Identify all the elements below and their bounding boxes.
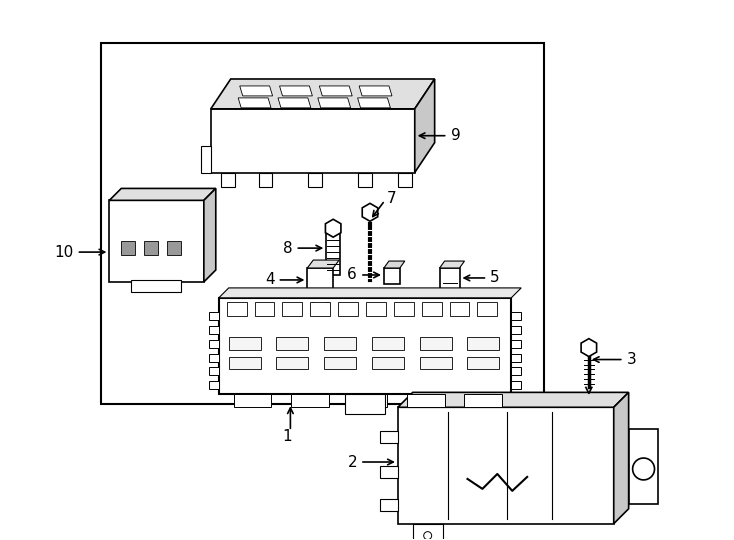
Polygon shape [219, 288, 521, 298]
Text: 4: 4 [265, 273, 275, 287]
Text: 9: 9 [451, 128, 460, 143]
Circle shape [424, 532, 432, 539]
Bar [208, 326, 219, 334]
Bar [512, 368, 521, 375]
Bar [338, 302, 358, 316]
Bar [324, 336, 356, 349]
Bar [349, 394, 387, 407]
Bar [358, 172, 372, 187]
Polygon shape [239, 98, 271, 108]
Bar [372, 356, 404, 369]
Polygon shape [384, 261, 405, 268]
Text: 1: 1 [283, 429, 292, 444]
Bar [380, 499, 398, 511]
Bar [221, 172, 235, 187]
Bar [326, 230, 340, 275]
Bar [380, 431, 398, 443]
Polygon shape [357, 98, 390, 108]
Polygon shape [581, 339, 597, 356]
Bar [440, 268, 459, 298]
Bar [227, 302, 247, 316]
Text: 3: 3 [627, 352, 636, 367]
Bar [628, 429, 658, 504]
Bar [366, 302, 386, 316]
Bar [258, 172, 272, 187]
Bar [144, 241, 158, 255]
Bar [512, 326, 521, 334]
Polygon shape [280, 86, 313, 96]
Polygon shape [614, 393, 628, 524]
Bar [283, 302, 302, 316]
Circle shape [633, 458, 655, 480]
Polygon shape [318, 98, 351, 108]
Bar [208, 368, 219, 375]
Bar [109, 200, 204, 282]
Bar [512, 340, 521, 348]
Bar [345, 394, 385, 414]
Bar [277, 356, 308, 369]
Bar [255, 302, 275, 316]
Bar [233, 394, 272, 407]
Bar [277, 336, 308, 349]
Bar [308, 172, 322, 187]
Bar [449, 302, 470, 316]
Polygon shape [398, 393, 628, 407]
Bar [398, 407, 614, 524]
Bar [394, 302, 414, 316]
Polygon shape [325, 219, 341, 237]
Bar [512, 354, 521, 361]
Text: 7: 7 [387, 191, 396, 206]
Text: 8: 8 [283, 241, 292, 255]
Text: 6: 6 [347, 267, 357, 282]
Polygon shape [204, 188, 216, 282]
Bar [324, 356, 356, 369]
Bar [167, 241, 181, 255]
Bar [384, 268, 400, 284]
Bar [465, 394, 502, 407]
Polygon shape [359, 86, 392, 96]
Bar [208, 312, 219, 320]
Bar [407, 394, 445, 407]
Bar [468, 336, 499, 349]
Bar [422, 302, 442, 316]
Bar [121, 241, 135, 255]
Polygon shape [201, 146, 211, 172]
Bar [101, 43, 544, 404]
Bar [512, 312, 521, 320]
Polygon shape [319, 86, 352, 96]
Polygon shape [240, 86, 272, 96]
Bar [308, 268, 333, 300]
Polygon shape [440, 261, 465, 268]
Polygon shape [109, 188, 216, 200]
Bar [208, 340, 219, 348]
Bar [420, 356, 451, 369]
Bar [468, 356, 499, 369]
Bar [291, 394, 329, 407]
Polygon shape [211, 109, 415, 172]
Polygon shape [211, 79, 435, 109]
Bar [131, 280, 181, 292]
Bar [229, 336, 261, 349]
Bar [229, 356, 261, 369]
Bar [208, 354, 219, 361]
Bar [420, 336, 451, 349]
Bar [219, 298, 512, 394]
Bar [372, 336, 404, 349]
Bar [310, 302, 330, 316]
Bar [477, 302, 498, 316]
Polygon shape [363, 204, 378, 221]
Text: 5: 5 [490, 271, 500, 286]
Bar [512, 381, 521, 389]
Bar [380, 466, 398, 478]
Text: 2: 2 [347, 455, 357, 469]
Bar [398, 172, 412, 187]
Polygon shape [415, 79, 435, 172]
Polygon shape [308, 260, 339, 268]
Bar [208, 381, 219, 389]
Text: 10: 10 [54, 245, 73, 260]
Bar [413, 524, 443, 540]
Polygon shape [278, 98, 310, 108]
